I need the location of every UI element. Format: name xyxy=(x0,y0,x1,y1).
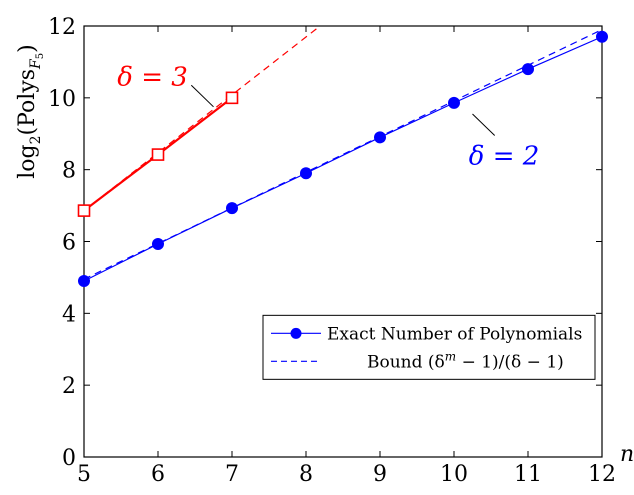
annotation-leader-delta3 xyxy=(190,84,214,108)
data-point-circle xyxy=(152,238,164,251)
legend-bound-suffix: − 1)/(δ − 1) xyxy=(456,352,564,372)
data-point-circle xyxy=(374,131,386,144)
data-point-circle xyxy=(448,96,460,109)
annotation-leader-delta2 xyxy=(472,113,496,136)
x-tick-label: 7 xyxy=(225,462,239,487)
data-point-circle xyxy=(78,275,90,288)
series-line-delta3-dashed xyxy=(84,26,321,212)
y-tick-label: 0 xyxy=(62,446,76,471)
data-point-circle xyxy=(226,202,238,215)
y-tick-label: 6 xyxy=(62,231,76,256)
legend-bound-sup: m xyxy=(445,349,456,363)
y-tick-label: 12 xyxy=(48,15,76,40)
y-tick-label: 2 xyxy=(62,374,76,399)
y-label-prefix: log xyxy=(15,144,40,178)
data-point-circle xyxy=(300,167,312,180)
data-point-square xyxy=(151,148,165,161)
y-tick-label: 8 xyxy=(62,159,76,184)
y-tick-label: 10 xyxy=(48,87,76,112)
x-tick-label: 9 xyxy=(373,462,387,487)
y-tick-label: 4 xyxy=(62,302,76,327)
y-label-sub: F xyxy=(28,58,44,70)
marker-layer xyxy=(77,30,608,288)
x-tick-label: 11 xyxy=(514,462,542,487)
x-tick-label: 10 xyxy=(440,462,468,487)
legend: Exact Number of Polynomials Bound (δm − … xyxy=(262,314,596,380)
y-axis-label: log2(PolysF5) xyxy=(15,44,46,178)
data-point-circle xyxy=(596,30,608,43)
annotation-delta3: δ = 3 xyxy=(117,62,188,92)
data-point-circle xyxy=(522,63,534,76)
x-tick-label: 5 xyxy=(77,462,91,487)
x-axis-label: n xyxy=(620,442,634,467)
tick-layer: 5 6 7 8 9 10 11 12 0 2 4 6 8 10 12 xyxy=(48,15,616,487)
plot-frame xyxy=(83,25,603,458)
legend-label-bound: Bound (δm − 1)/(δ − 1) xyxy=(367,349,564,372)
x-tick-label: 12 xyxy=(588,462,616,487)
x-tick-label: 8 xyxy=(299,462,313,487)
data-point-square xyxy=(225,91,239,105)
annotation-delta2: δ = 2 xyxy=(469,141,540,171)
x-tick-label: 6 xyxy=(151,462,165,487)
data-point-square xyxy=(77,204,91,217)
legend-swatch-exact-marker xyxy=(290,327,302,339)
series-line-delta2-solid xyxy=(84,36,602,282)
y-label-close: ) xyxy=(15,44,40,53)
y-label-base: 2 xyxy=(28,135,44,144)
legend-box xyxy=(262,314,596,380)
legend-bound-prefix: Bound (δ xyxy=(367,352,445,372)
y-label-subsub: 5 xyxy=(35,53,46,59)
y-label-open: (Polys xyxy=(15,69,40,136)
legend-label-exact: Exact Number of Polynomials xyxy=(327,324,582,344)
